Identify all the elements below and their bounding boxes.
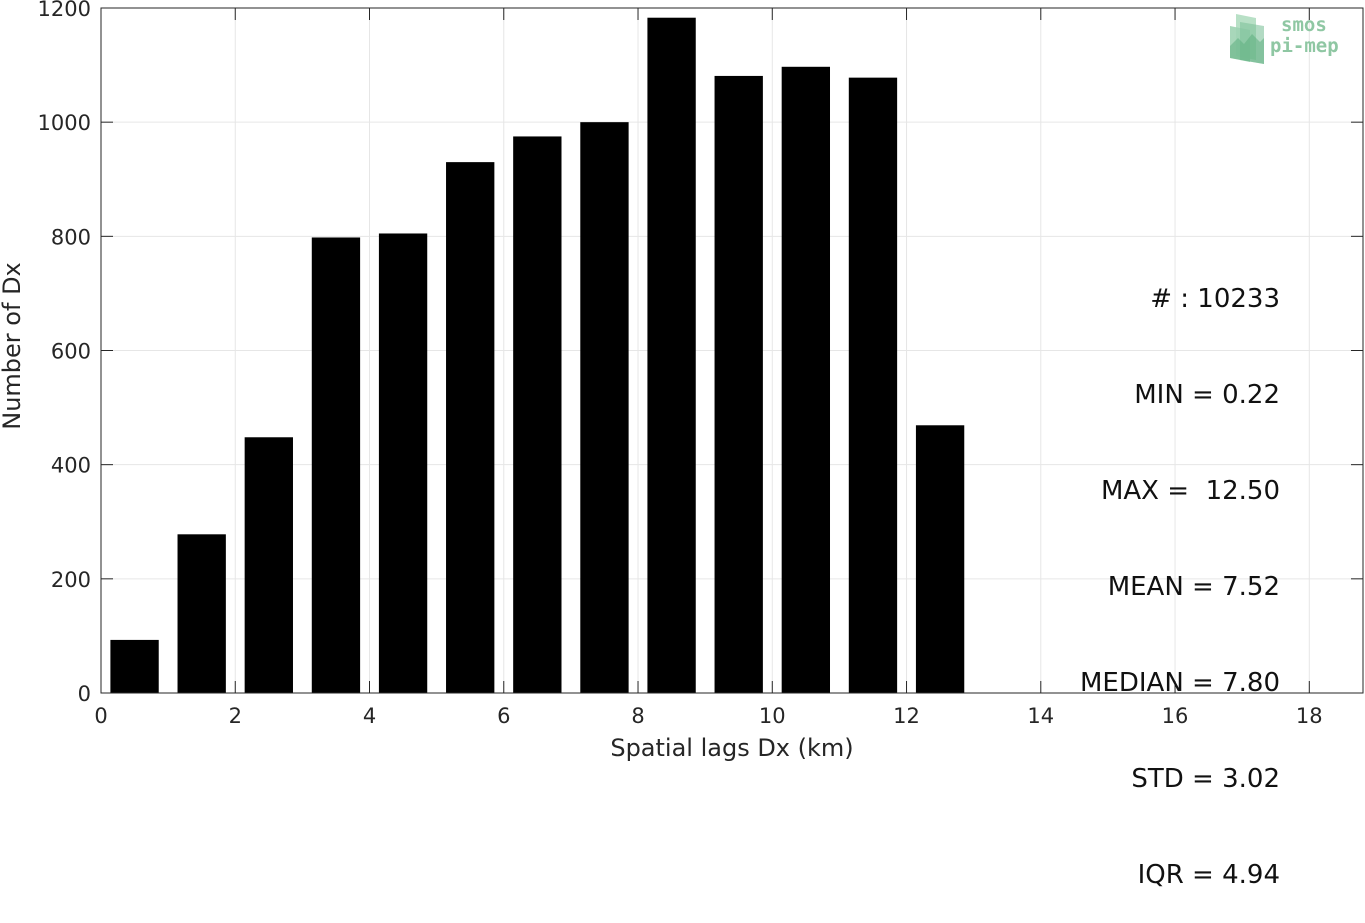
stat-iqr: IQR = 4.94 (1137, 860, 1280, 890)
x-tick-label: 18 (1296, 704, 1323, 728)
x-axis-label: Spatial lags Dx (km) (610, 734, 853, 762)
y-tick-label: 200 (51, 568, 91, 592)
bar (848, 77, 898, 694)
ticks (100, 7, 1363, 694)
bars (110, 17, 965, 694)
statistics-box: # : 10233 MIN = 0.22 MAX = 12.50 MEAN = … (1000, 219, 1280, 923)
bar (378, 233, 428, 693)
y-axis-label: Number of Dx (0, 262, 26, 429)
histogram-chart: 0 2 4 6 8 10 12 14 16 18 0 200 400 600 800 1000 1200 Spa… (0, 0, 1364, 762)
tick-labels: 0 2 4 6 8 10 12 14 16 18 0 200 400 600 800 1000 1200 (38, 0, 1323, 728)
stat-min: MIN = 0.22 (1134, 380, 1280, 410)
y-tick-label: 400 (51, 454, 91, 478)
bar (714, 75, 763, 693)
y-tick-label: 600 (51, 340, 91, 364)
x-tick-label: 8 (631, 704, 644, 728)
stat-max: MAX = 12.50 (1100, 476, 1280, 506)
stat-mean: MEAN = 7.52 (1107, 572, 1280, 602)
bar (244, 437, 293, 693)
x-tick-label: 16 (1162, 704, 1189, 728)
bar (177, 534, 226, 693)
bar (110, 639, 159, 693)
x-tick-label: 6 (497, 704, 510, 728)
x-tick-label: 14 (1027, 704, 1054, 728)
stat-std: STD = 3.02 (1131, 764, 1280, 794)
y-tick-label: 1000 (38, 111, 91, 135)
logo-text-smos: smos (1281, 14, 1327, 36)
bar (311, 237, 361, 693)
y-tick-label: 0 (78, 682, 91, 706)
bar (915, 425, 965, 693)
y-tick-label: 800 (51, 225, 91, 249)
bar (513, 136, 562, 693)
stat-median: MEDIAN = 7.80 (1080, 668, 1280, 698)
x-tick-label: 12 (893, 704, 920, 728)
x-tick-label: 2 (229, 704, 242, 728)
y-tick-label: 1200 (38, 0, 91, 21)
bar (446, 162, 495, 693)
bar (580, 122, 629, 693)
stat-count: # : 10233 (1150, 284, 1280, 314)
smos-pimep-logo: smos pi-mep (1226, 12, 1362, 66)
bar (647, 17, 696, 694)
bar (781, 66, 831, 693)
smos-pimep-logo-icon (1230, 14, 1264, 64)
logo-text-pimep: pi-mep (1270, 35, 1339, 57)
x-tick-label: 0 (94, 704, 107, 728)
x-tick-label: 10 (759, 704, 786, 728)
x-tick-label: 4 (363, 704, 376, 728)
